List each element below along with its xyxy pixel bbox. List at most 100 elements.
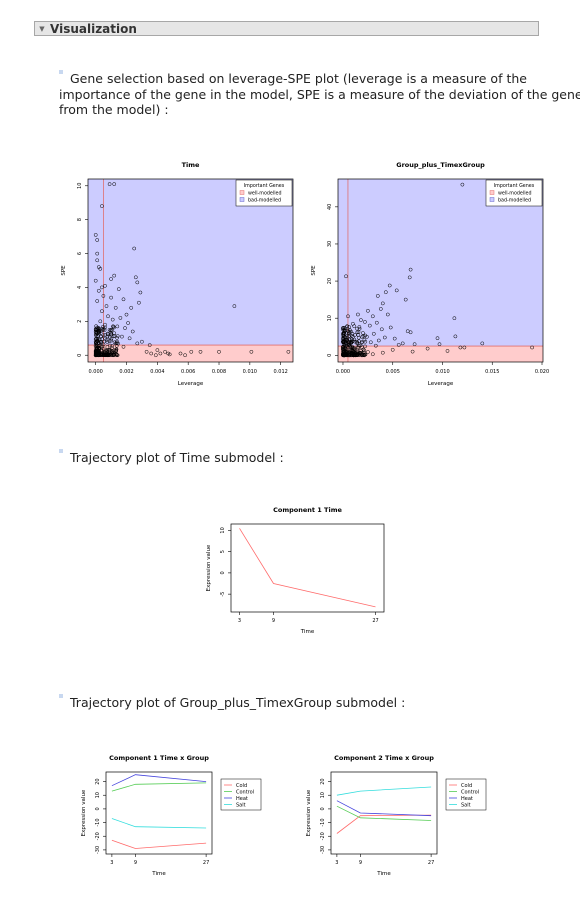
legend-label: bad-modelled	[498, 198, 531, 204]
scatter-point	[435, 336, 440, 341]
legend-label: well-modelled	[498, 191, 532, 197]
scatter-point	[343, 335, 348, 339]
scatter-point	[445, 349, 450, 353]
scatter-point	[94, 342, 99, 346]
scatter-point	[346, 331, 351, 336]
legend-box	[235, 179, 293, 207]
scatter-point	[100, 285, 104, 290]
scatter-point	[357, 326, 362, 331]
y-axis-label: SPE	[311, 265, 317, 276]
scatter-point	[392, 336, 397, 341]
scatter-point	[376, 338, 381, 343]
scatter-point	[353, 353, 358, 358]
y-tick-label: 0	[77, 354, 83, 357]
scatter-point	[530, 345, 534, 350]
scatter-point	[366, 308, 370, 313]
scatter-point	[425, 346, 430, 351]
legend-swatch-bad	[239, 197, 245, 202]
x-tick-label: 9	[134, 860, 137, 866]
scatter-point	[342, 329, 347, 334]
scatter-point	[343, 339, 348, 344]
scatter-point	[365, 334, 369, 339]
scatter-point	[109, 328, 114, 332]
scatter-point	[94, 343, 99, 348]
scatter-point	[113, 341, 118, 346]
scatter-point	[403, 297, 408, 302]
well-modelled-region	[88, 345, 293, 362]
y-tick-label: 10	[220, 527, 226, 533]
series-line-cold	[336, 814, 432, 834]
scatter-point	[356, 335, 361, 340]
legend-label: Control	[236, 789, 254, 795]
chart-title: Group_plus_TimexGroup	[396, 161, 485, 169]
y-tick-label: 0	[327, 354, 333, 357]
scatter-point	[109, 295, 113, 300]
x-tick-label: 27	[428, 860, 434, 866]
y-tick-label: -5	[220, 592, 226, 597]
plot-frame	[87, 178, 294, 363]
scatter-point	[363, 344, 367, 349]
scatter-point	[98, 266, 103, 271]
legend-swatch-well	[489, 190, 495, 195]
scatter-point	[95, 258, 100, 263]
scatter-point	[359, 340, 364, 345]
scatter-point	[345, 350, 349, 355]
scatter-point	[94, 337, 99, 341]
scatter-point	[359, 318, 363, 322]
scatter-point	[112, 340, 117, 345]
x-tick-label: 9	[359, 860, 362, 866]
y-tick-label: -30	[320, 846, 326, 854]
scatter-point	[110, 344, 115, 348]
group-trajectory-heading: Trajectory plot of Group_plus_TimexGroup…	[70, 695, 406, 710]
scatter-point	[371, 331, 376, 336]
visualization-section-header[interactable]: ▼ Visualization	[34, 21, 539, 36]
scatter-point	[129, 305, 134, 310]
scatter-point	[394, 288, 399, 293]
scatter-point	[102, 328, 107, 332]
scatter-point	[410, 349, 415, 354]
scatter-point	[114, 348, 118, 353]
scatter-point	[112, 348, 117, 353]
scatter-point	[97, 331, 101, 336]
trajectory-plot-group-component-1: 3 9 27 -30 -20 -10 0 10 20 Component 1 Time x Gro…	[81, 754, 262, 877]
series-line-control	[111, 782, 207, 792]
scatter-point	[341, 351, 345, 356]
scatter-point	[114, 352, 119, 356]
scatter-point	[183, 353, 187, 358]
x-axis-label: Time	[151, 871, 166, 877]
scatter-point	[348, 344, 353, 349]
y-tick-label: 10	[320, 792, 326, 798]
scatter-point	[127, 336, 132, 341]
scatter-point	[95, 251, 100, 256]
scatter-point	[112, 325, 116, 330]
x-tick-label: 0.012	[274, 369, 288, 375]
y-tick-label: 2	[77, 320, 83, 323]
scatter-point	[96, 345, 101, 350]
scatter-point	[346, 353, 351, 358]
x-tick-label: 0.004	[150, 369, 164, 375]
scatter-point	[100, 353, 105, 357]
series-line	[239, 528, 376, 608]
bullet-icon	[59, 70, 63, 74]
scatter-point	[348, 328, 352, 332]
collapse-triangle-icon[interactable]: ▼	[39, 25, 45, 33]
scatter-point	[107, 349, 112, 354]
legend-label: well-modelled	[248, 191, 282, 197]
y-tick-label: -20	[95, 832, 101, 840]
scatter-point	[363, 320, 367, 324]
scatter-point	[104, 338, 109, 342]
scatter-point	[480, 341, 485, 346]
y-tick-label: 20	[320, 778, 326, 784]
scatter-point	[344, 344, 348, 348]
legend-title: Important Genes	[244, 183, 285, 189]
scatter-point	[352, 346, 357, 350]
scatter-point	[396, 343, 401, 347]
scatter-point	[118, 316, 123, 320]
series-line-salt	[336, 786, 432, 796]
scatter-point	[97, 329, 101, 334]
x-tick-label: 3	[238, 618, 241, 624]
chart-title: Time	[182, 161, 200, 169]
y-axis-label: SPE	[61, 265, 67, 276]
scatter-point	[351, 321, 355, 326]
x-tick-label: 0.006	[181, 369, 195, 375]
